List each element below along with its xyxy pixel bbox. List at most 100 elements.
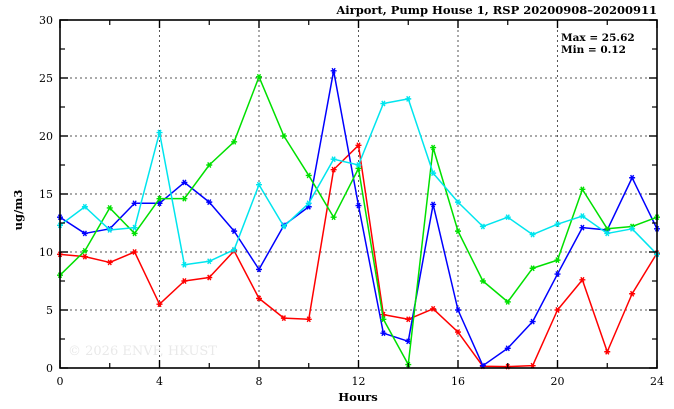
- data-point-marker: [280, 223, 287, 230]
- gridlines: [60, 20, 657, 368]
- data-point-marker: [256, 73, 262, 80]
- data-point-marker: [156, 301, 163, 308]
- x-tick-label: 8: [256, 375, 263, 388]
- data-point-marker: [256, 181, 262, 188]
- data-point-marker: [256, 295, 262, 302]
- data-series-day-1: [57, 142, 660, 370]
- y-tick-label: 15: [39, 188, 53, 201]
- y-tick-label: 25: [39, 72, 53, 85]
- y-axis-label: ug/m3: [11, 190, 25, 231]
- x-tick-label: 16: [451, 375, 465, 388]
- data-point-marker: [504, 298, 511, 305]
- chart-title: Airport, Pump House 1, RSP 20200908–2020…: [335, 3, 657, 17]
- data-point-marker: [206, 199, 213, 206]
- y-tick-label: 10: [39, 246, 53, 259]
- x-tick-label: 4: [156, 375, 163, 388]
- data-point-marker: [280, 315, 287, 322]
- data-point-marker: [231, 138, 238, 145]
- data-point-marker: [330, 156, 337, 163]
- data-series-day-3: [57, 73, 660, 368]
- data-point-marker: [81, 253, 88, 260]
- data-point-marker: [529, 318, 536, 325]
- axis-ticks: [59, 19, 658, 369]
- data-point-marker: [479, 278, 486, 284]
- watermark: © 2026 ENVF, HKUST: [68, 344, 217, 359]
- data-point-marker: [131, 200, 138, 207]
- data-point-marker: [81, 230, 88, 237]
- data-point-marker: [579, 186, 586, 193]
- data-point-marker: [604, 230, 611, 237]
- x-axis-label: Hours: [338, 390, 377, 404]
- data-point-marker: [504, 345, 511, 352]
- data-point-marker: [280, 133, 287, 139]
- data-point-marker: [529, 265, 536, 272]
- stats-box: Max = 25.62 Min = 0.12: [561, 32, 635, 56]
- data-point-marker: [330, 166, 337, 173]
- data-point-marker: [579, 224, 586, 231]
- y-tick-label: 0: [46, 362, 53, 375]
- data-point-marker: [181, 261, 188, 268]
- data-point-marker: [181, 195, 188, 202]
- data-point-marker: [604, 348, 611, 355]
- data-point-marker: [579, 213, 586, 219]
- data-point-marker: [131, 230, 138, 237]
- data-point-marker: [355, 162, 362, 168]
- data-point-marker: [181, 179, 188, 186]
- data-point-marker: [231, 246, 238, 253]
- data-point-marker: [81, 247, 88, 254]
- data-point-marker: [330, 214, 337, 221]
- data-point-marker: [430, 305, 437, 312]
- data-point-marker: [206, 274, 213, 281]
- x-tick-label: 20: [551, 375, 565, 388]
- data-point-marker: [131, 249, 138, 255]
- x-tick-label: 0: [57, 375, 64, 388]
- data-point-marker: [554, 307, 561, 313]
- data-point-marker: [355, 142, 362, 149]
- x-tick-label: 12: [352, 375, 366, 388]
- data-point-marker: [629, 225, 636, 232]
- data-point-marker: [504, 214, 511, 221]
- data-point-marker: [231, 228, 238, 235]
- data-point-marker: [256, 266, 262, 273]
- data-point-marker: [554, 257, 561, 264]
- data-point-marker: [305, 316, 312, 323]
- data-point-marker: [455, 199, 461, 206]
- data-point-marker: [629, 290, 636, 297]
- data-point-marker: [554, 221, 561, 228]
- data-series-day-4: [57, 95, 660, 268]
- data-series-day-2: [57, 67, 660, 369]
- data-point-marker: [455, 307, 461, 313]
- data-point-marker: [430, 170, 437, 177]
- data-point-marker: [206, 162, 213, 168]
- data-point-marker: [355, 202, 362, 209]
- data-point-marker: [156, 195, 163, 202]
- data-point-marker: [305, 200, 312, 207]
- data-point-marker: [206, 258, 213, 265]
- data-point-marker: [81, 203, 88, 210]
- data-point-marker: [629, 174, 636, 181]
- data-point-marker: [554, 271, 561, 277]
- data-point-marker: [380, 100, 387, 107]
- y-tick-label: 20: [39, 130, 53, 143]
- y-tick-label: 5: [46, 304, 53, 317]
- x-tick-label: 24: [650, 375, 664, 388]
- data-point-marker: [405, 95, 412, 102]
- max-value-label: Max = 25.62: [561, 32, 635, 44]
- data-point-marker: [380, 330, 387, 337]
- data-point-marker: [181, 278, 188, 284]
- y-tick-label: 30: [39, 14, 53, 27]
- data-point-marker: [430, 144, 437, 151]
- data-point-marker: [131, 224, 138, 231]
- data-point-marker: [380, 316, 387, 323]
- min-value-label: Min = 0.12: [561, 44, 626, 56]
- data-point-marker: [156, 200, 163, 207]
- data-point-marker: [579, 276, 586, 283]
- data-point-marker: [330, 67, 337, 74]
- data-point-marker: [604, 225, 611, 232]
- data-point-marker: [430, 201, 437, 208]
- data-point-marker: [156, 129, 163, 136]
- data-point-marker: [479, 223, 486, 230]
- data-point-marker: [106, 227, 113, 233]
- data-point-marker: [106, 204, 113, 211]
